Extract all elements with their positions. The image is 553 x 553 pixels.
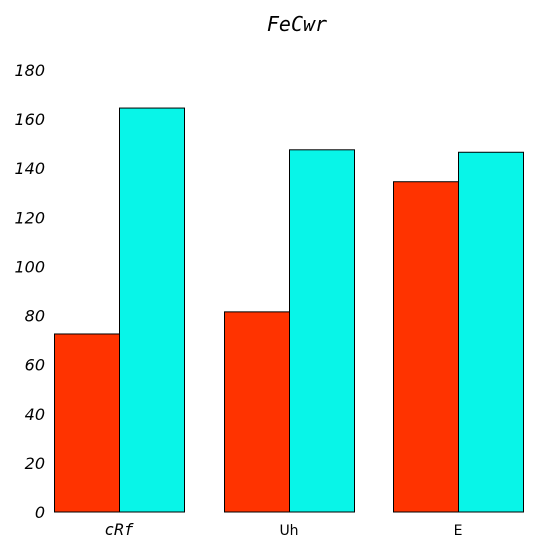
bar-e-series-1 <box>393 181 459 513</box>
chart-title: FeCwr <box>267 12 327 36</box>
x-tick-label-uh: Uh <box>279 523 298 539</box>
y-tick-label: 20 <box>25 454 45 473</box>
x-axis-ticks: cRf Uh E <box>105 520 463 539</box>
y-tick-label: 160 <box>14 110 45 129</box>
y-tick-label: 60 <box>25 356 45 375</box>
y-tick-label: 100 <box>14 257 45 276</box>
y-axis-ticks: 0 20 40 60 80 100 120 140 160 180 <box>14 61 45 522</box>
bars-group <box>54 107 524 513</box>
y-tick-label: 80 <box>25 307 45 326</box>
x-tick-label-crf: cRf <box>105 520 134 539</box>
bar-uh-series-1 <box>224 311 290 513</box>
bar-uh-series-2 <box>289 149 355 513</box>
bar-e-series-2 <box>458 151 524 513</box>
x-tick-label-e: E <box>454 523 463 539</box>
y-tick-label: 120 <box>14 208 45 227</box>
y-tick-label: 40 <box>25 405 45 424</box>
y-tick-label: 140 <box>14 159 45 178</box>
y-tick-label: 180 <box>14 61 45 80</box>
bar-crf-series-2 <box>119 107 185 513</box>
bar-crf-series-1 <box>54 333 120 513</box>
y-tick-label: 0 <box>35 503 45 522</box>
